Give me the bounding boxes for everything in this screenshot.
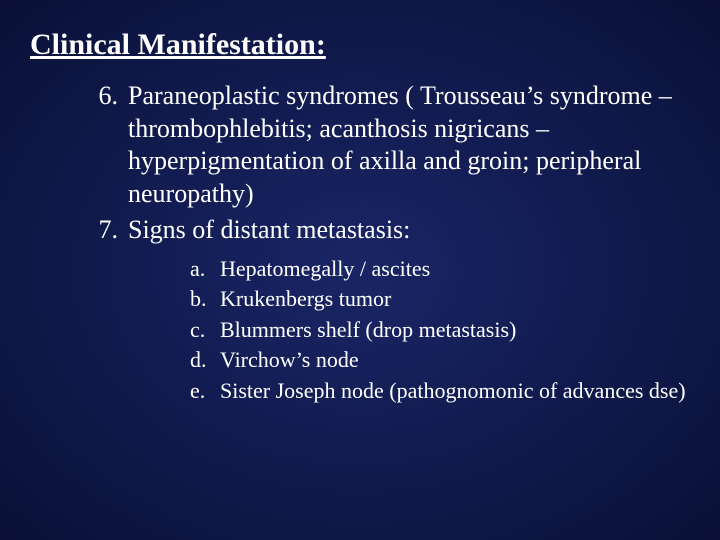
item-text: Signs of distant metastasis:	[128, 215, 410, 244]
main-list: 6. Paraneoplastic syndromes ( Trousseau’…	[30, 80, 690, 405]
list-item: 6. Paraneoplastic syndromes ( Trousseau’…	[90, 80, 690, 210]
sub-list-item: a. Hepatomegally / ascites	[190, 255, 690, 284]
sub-item-letter: c.	[190, 316, 214, 345]
sub-item-letter: b.	[190, 285, 214, 314]
sub-list-item: d. Virchow’s node	[190, 346, 690, 375]
sub-list: a. Hepatomegally / ascites b. Krukenberg…	[128, 255, 690, 406]
sub-item-letter: d.	[190, 346, 214, 375]
item-number: 7.	[90, 214, 118, 247]
sub-item-letter: e.	[190, 377, 214, 406]
item-text: Paraneoplastic syndromes ( Trousseau’s s…	[128, 81, 672, 208]
sub-item-text: Sister Joseph node (pathognomonic of adv…	[220, 378, 686, 403]
sub-item-text: Virchow’s node	[220, 347, 359, 372]
sub-item-text: Blummers shelf (drop metastasis)	[220, 317, 516, 342]
sub-list-item: e. Sister Joseph node (pathognomonic of …	[190, 377, 690, 406]
sub-list-item: b. Krukenbergs tumor	[190, 285, 690, 314]
list-item: 7. Signs of distant metastasis: a. Hepat…	[90, 214, 690, 405]
sub-item-letter: a.	[190, 255, 214, 284]
slide-title: Clinical Manifestation:	[30, 28, 690, 62]
sub-item-text: Krukenbergs tumor	[220, 286, 391, 311]
slide-container: Clinical Manifestation: 6. Paraneoplasti…	[0, 0, 720, 540]
sub-item-text: Hepatomegally / ascites	[220, 256, 430, 281]
item-number: 6.	[90, 80, 118, 113]
sub-list-item: c. Blummers shelf (drop metastasis)	[190, 316, 690, 345]
